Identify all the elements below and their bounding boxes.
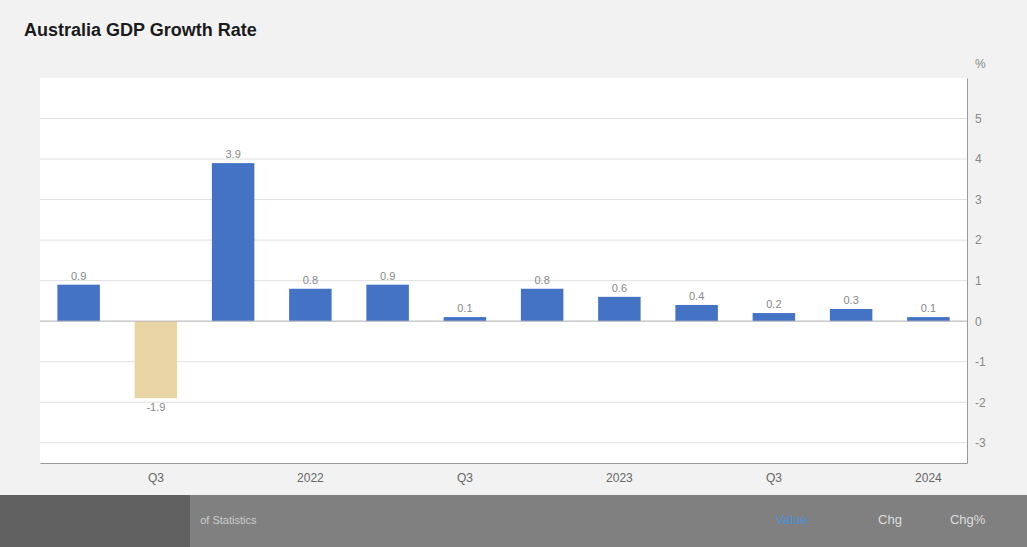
bar	[212, 163, 254, 321]
tick-label: -1	[975, 355, 986, 369]
axis-domain	[967, 79, 968, 464]
tick: 2024	[915, 471, 942, 485]
tick-label: -3	[975, 436, 986, 450]
tick-label: 2	[975, 233, 982, 247]
tick: -2	[967, 396, 986, 410]
data-label: 0.2	[766, 298, 781, 310]
axis-domain	[41, 463, 968, 464]
data-label: -1.9	[146, 401, 165, 413]
bars	[57, 163, 949, 398]
data-label: 0.4	[689, 290, 704, 302]
y-axis: -3 -2 -1 0 1 2 3 4 5	[967, 79, 986, 464]
tick-label: 5	[975, 112, 982, 126]
grid	[40, 119, 967, 443]
x-axis: Q3 2022 Q3 2023 Q3 2024	[41, 464, 968, 485]
data-labels: 0.9 -1.9 3.9 0.8 0.9 0.1 0.8 0.6 0.4 0.2 0.3 0.1	[71, 148, 936, 413]
tick: Q3	[457, 471, 473, 485]
grid-line	[40, 240, 967, 241]
tick: Q3	[766, 471, 782, 485]
grid-line	[40, 321, 967, 322]
grid-line	[40, 280, 967, 281]
tick-label: 2022	[297, 471, 324, 485]
data-label: 3.9	[225, 148, 240, 160]
plot-background	[40, 78, 967, 463]
tick: 1	[967, 274, 982, 288]
tick: Q3	[148, 471, 164, 485]
grid-line	[40, 442, 967, 443]
grid-line	[40, 361, 967, 362]
tick-label: 4	[975, 152, 982, 166]
tick: 2023	[606, 471, 633, 485]
bar	[830, 309, 872, 321]
data-label: 0.8	[303, 274, 318, 286]
data-label: 0.1	[921, 302, 936, 314]
tick: -3	[967, 436, 986, 450]
tick-label: 2024	[915, 471, 942, 485]
bar	[135, 321, 177, 398]
bar	[521, 289, 563, 321]
data-label: 0.9	[380, 270, 395, 282]
footer-background	[0, 495, 1027, 547]
tick: 0	[967, 314, 982, 328]
tick: 4	[967, 152, 982, 166]
data-label: 0.3	[843, 294, 858, 306]
plot: 0.9-1.93.90.80.90.10.80.60.40.20.30.1-3-…	[40, 57, 986, 485]
annotation: of Statistics	[200, 514, 257, 526]
annotation: Chg%	[950, 512, 986, 527]
tick-label: -2	[975, 396, 986, 410]
tick: 5	[967, 112, 982, 126]
bar	[598, 297, 640, 321]
tick-label: Q3	[457, 471, 473, 485]
bar	[289, 289, 331, 321]
bar	[366, 285, 408, 321]
chart: Australia GDP Growth Rate of Statistics Va…	[0, 0, 1027, 547]
data-label: 0.8	[534, 274, 549, 286]
bar	[753, 313, 795, 321]
grid-line	[40, 118, 967, 119]
grid-line	[40, 402, 967, 403]
bar	[675, 305, 717, 321]
grid-line	[40, 199, 967, 200]
grid-line	[40, 159, 967, 160]
data-label: 0.1	[457, 302, 472, 314]
tick-label: Q3	[148, 471, 164, 485]
axis-title: %	[975, 57, 986, 71]
tick: -1	[967, 355, 986, 369]
bar	[57, 285, 99, 321]
tick-label: 1	[975, 274, 982, 288]
footer-box	[0, 495, 190, 547]
tick: 2	[967, 233, 982, 247]
data-label: 0.6	[612, 282, 627, 294]
tick-label: 3	[975, 193, 982, 207]
annotation: Chg	[878, 512, 902, 527]
annotation: Value	[775, 512, 807, 527]
footer: of Statistics Value Chg Chg%	[0, 495, 1027, 547]
tick: 2022	[297, 471, 324, 485]
data-label: 0.9	[71, 270, 86, 282]
title: Australia GDP Growth Rate	[24, 20, 257, 40]
tick-label: Q3	[766, 471, 782, 485]
tick: 3	[967, 193, 982, 207]
tick-label: 0	[975, 314, 982, 328]
bar	[907, 317, 949, 321]
bar	[444, 317, 486, 321]
tick-label: 2023	[606, 471, 633, 485]
zero-line	[40, 321, 967, 322]
